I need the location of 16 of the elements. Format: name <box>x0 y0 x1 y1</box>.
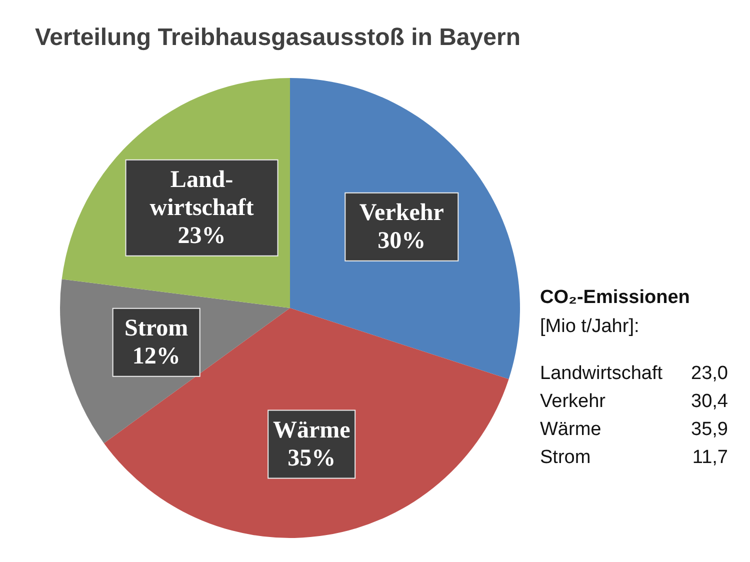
text: [Mio t/Jahr]: <box>540 316 640 337</box>
pie-slice <box>104 308 509 538</box>
data-label: 30% <box>378 228 426 254</box>
data-label: 23% <box>178 222 226 249</box>
text: Strom 11,7 <box>540 447 728 468</box>
data-label: 35% <box>288 445 336 472</box>
data-label: 12% <box>132 343 180 370</box>
slice-label: Land-wirtschaft <box>150 166 254 221</box>
slice-label: Strom <box>124 315 188 342</box>
text: Landwirtschaft 23,0 <box>540 363 728 384</box>
chart-title: Verteilung Treibhausgasausstoß in Bayern <box>35 24 520 51</box>
text: CO₂-Emissionen <box>540 287 690 308</box>
text: Verkehr 30,4 <box>540 391 728 412</box>
text: Wärme 35,9 <box>540 419 728 440</box>
slice-label: Wärme <box>272 417 351 444</box>
slice-label: Verkehr <box>359 200 444 226</box>
